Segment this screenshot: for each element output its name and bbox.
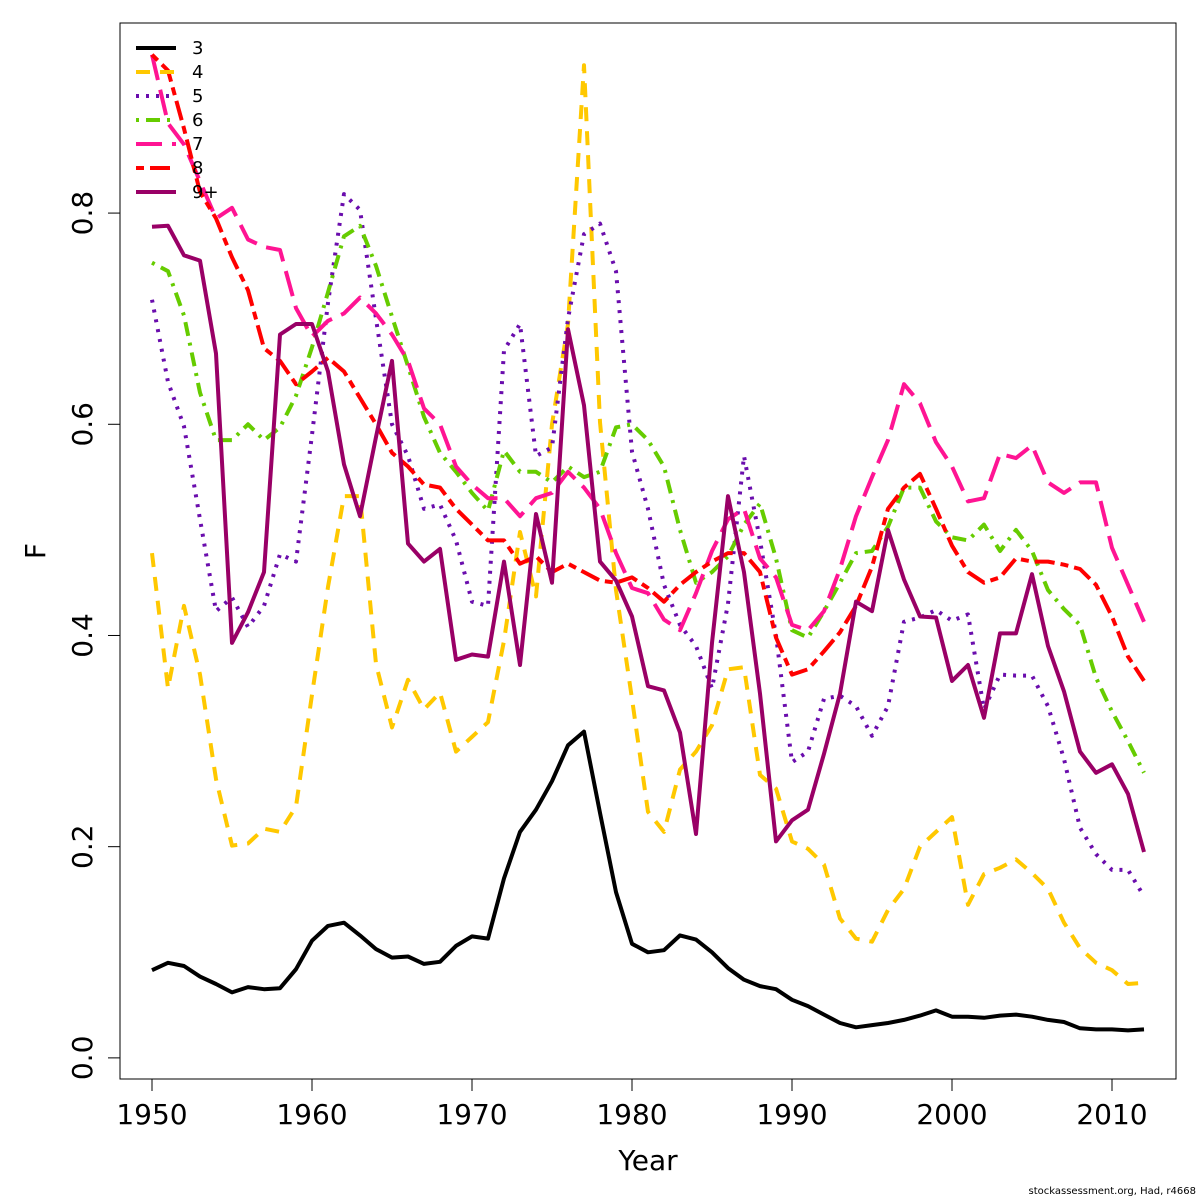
series-line-3 bbox=[151, 729, 1145, 1033]
x-axis-title: Year bbox=[617, 1144, 678, 1177]
y-axis-title: F bbox=[19, 543, 52, 559]
series-line-6 bbox=[151, 223, 1146, 774]
legend-label: 3 bbox=[192, 38, 203, 59]
plot-frame bbox=[119, 22, 1177, 1080]
series-line-9plus bbox=[151, 223, 1146, 853]
y-tick-label: 0.0 bbox=[66, 1036, 99, 1081]
x-tick-label: 1990 bbox=[756, 1098, 827, 1131]
x-tick-label: 2000 bbox=[916, 1098, 987, 1131]
legend: 3 4 5 6 7 8 9+ bbox=[136, 38, 219, 203]
y-tick-label: 0.2 bbox=[66, 824, 99, 869]
x-tick-label: 1980 bbox=[596, 1098, 667, 1131]
series-line-7 bbox=[150, 54, 1146, 633]
credit-text: stockassessment.org, Had, r4668 bbox=[1028, 1186, 1197, 1197]
x-tick-label: 1960 bbox=[276, 1098, 347, 1131]
y-tick-label: 0.6 bbox=[66, 402, 99, 447]
legend-label: 4 bbox=[192, 62, 203, 83]
legend-label: 7 bbox=[192, 134, 203, 155]
legend-label: 6 bbox=[192, 110, 203, 131]
legend-label: 8 bbox=[192, 158, 203, 179]
legend-label: 5 bbox=[192, 86, 203, 107]
x-axis: 1950 1960 1970 1980 1990 2000 2010 bbox=[116, 1078, 1148, 1131]
y-axis: 0.0 0.2 0.4 0.6 0.8 bbox=[66, 191, 121, 1081]
series-line-4 bbox=[150, 63, 1145, 986]
y-tick-label: 0.8 bbox=[66, 191, 99, 236]
x-tick-label: 1970 bbox=[436, 1098, 507, 1131]
legend-label: 9+ bbox=[192, 182, 219, 203]
y-tick-label: 0.4 bbox=[66, 613, 99, 658]
x-tick-label: 2010 bbox=[1076, 1098, 1147, 1131]
x-tick-label: 1950 bbox=[116, 1098, 187, 1131]
series-line-5 bbox=[150, 192, 1146, 898]
series-line-8 bbox=[150, 53, 1146, 682]
series-lines bbox=[150, 53, 1146, 1033]
